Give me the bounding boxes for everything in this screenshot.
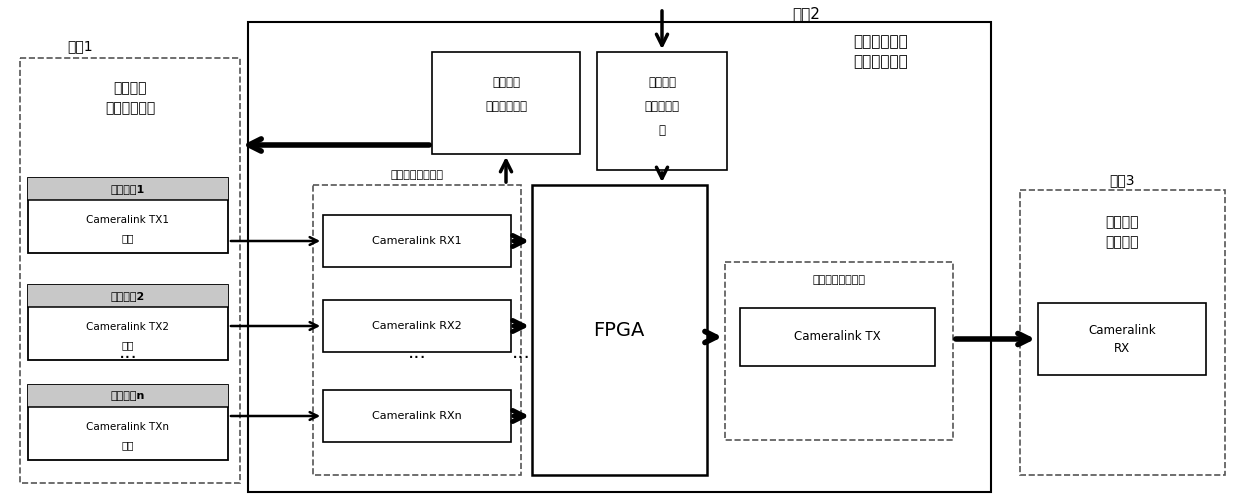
- Bar: [597, 52, 727, 170]
- Bar: [248, 22, 991, 492]
- Bar: [323, 390, 510, 442]
- Text: 多路同步视频: 多路同步视频: [854, 34, 908, 49]
- Text: 模套2: 模套2: [792, 7, 820, 22]
- Text: RX: RX: [1114, 343, 1130, 355]
- Text: 同步脉冲: 同步脉冲: [492, 76, 520, 89]
- Bar: [740, 308, 935, 366]
- Text: Cameralink TXn: Cameralink TXn: [87, 422, 170, 432]
- Text: 接口: 接口: [121, 340, 134, 350]
- Text: 视频输入接口单元: 视频输入接口单元: [390, 170, 444, 180]
- Bar: [323, 215, 510, 267]
- Text: Cameralink: Cameralink: [1088, 325, 1156, 338]
- Text: 摄像装置2: 摄像装置2: [110, 291, 145, 301]
- Bar: [28, 178, 228, 253]
- Text: Cameralink TX2: Cameralink TX2: [87, 322, 170, 332]
- Text: 无缝切换系统: 无缝切换系统: [854, 54, 908, 70]
- Text: Cameralink RXn: Cameralink RXn: [372, 411, 462, 421]
- Text: 模套3: 模套3: [1109, 173, 1135, 187]
- Text: 切换指令: 切换指令: [648, 76, 676, 89]
- Text: Cameralink RX1: Cameralink RX1: [372, 236, 462, 246]
- Text: ···: ···: [512, 348, 530, 367]
- Text: 视频输出接口单元: 视频输出接口单元: [813, 275, 866, 285]
- Bar: [28, 178, 228, 200]
- Bar: [432, 52, 580, 154]
- Text: Cameralink RX2: Cameralink RX2: [372, 321, 462, 331]
- Text: 摄像装置n: 摄像装置n: [110, 391, 145, 401]
- Bar: [1020, 190, 1225, 475]
- Bar: [323, 300, 510, 352]
- Text: 输入单元: 输入单元: [1105, 235, 1139, 249]
- Bar: [313, 185, 522, 475]
- Text: Cameralink TX1: Cameralink TX1: [87, 215, 170, 225]
- Text: 外部多路: 外部多路: [113, 81, 146, 95]
- Bar: [28, 285, 228, 307]
- Text: 摄像装置1: 摄像装置1: [110, 184, 145, 194]
- Text: 视频输出单元: 视频输出单元: [105, 101, 155, 115]
- Text: 接收接口单: 接收接口单: [644, 100, 679, 113]
- Text: Cameralink TX: Cameralink TX: [794, 331, 881, 344]
- Text: 输出接口单元: 输出接口单元: [484, 100, 527, 113]
- Bar: [28, 385, 228, 460]
- Bar: [1038, 303, 1206, 375]
- Text: 接口: 接口: [121, 440, 134, 450]
- Text: FPGA: FPGA: [593, 321, 644, 340]
- Bar: [28, 385, 228, 407]
- Bar: [532, 185, 707, 475]
- Bar: [28, 285, 228, 360]
- Text: ···: ···: [408, 348, 426, 367]
- Bar: [20, 58, 240, 483]
- Text: 模套1: 模套1: [67, 39, 93, 53]
- Text: 元: 元: [658, 123, 665, 137]
- Text: 接口: 接口: [121, 233, 134, 243]
- Text: 单路视频: 单路视频: [1105, 215, 1139, 229]
- Text: ···: ···: [119, 348, 138, 367]
- Bar: [725, 262, 953, 440]
